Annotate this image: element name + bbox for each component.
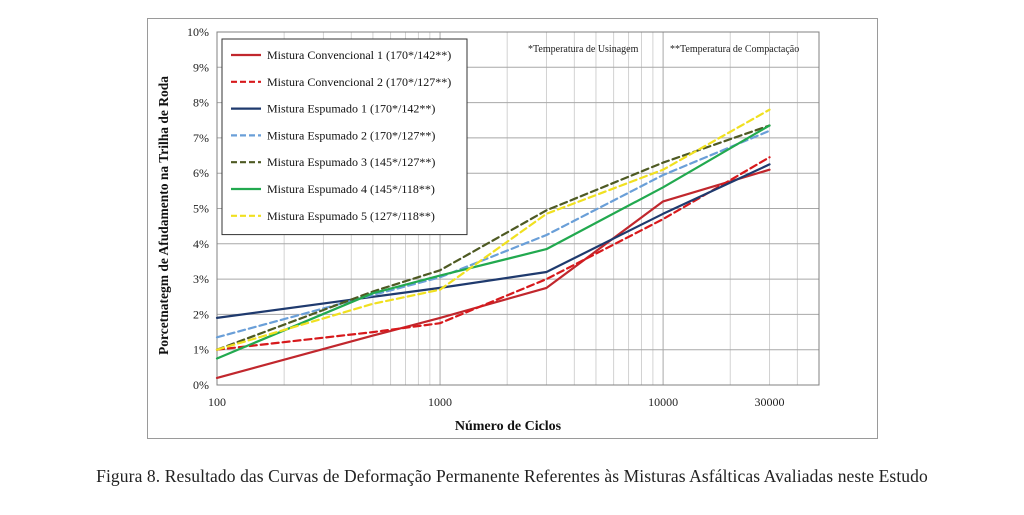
series-line-6 bbox=[215, 124, 771, 360]
x-axis-label: Número de Ciclos bbox=[455, 419, 562, 434]
x-tick-label: 30000 bbox=[755, 395, 785, 409]
x-tick-label: 10000 bbox=[648, 395, 678, 409]
y-tick-label: 2% bbox=[193, 307, 209, 321]
legend-label-5: Mistura Espumado 3 (145*/127**) bbox=[267, 155, 435, 169]
annotation-compactacao: **Temperatura de Compactação bbox=[670, 44, 799, 55]
legend-label-4: Mistura Espumado 2 (170*/127**) bbox=[267, 128, 435, 142]
y-tick-label: 8% bbox=[193, 96, 209, 110]
y-tick-label: 6% bbox=[193, 166, 209, 180]
x-tick-label: 1000 bbox=[428, 395, 452, 409]
y-tick-label: 9% bbox=[193, 60, 209, 74]
chart-frame: 0% 1% 2% 3% 4% 5% 6% 7% 8% 9% 10% 100 1000 10000 30000… bbox=[147, 18, 878, 439]
plot-area-border bbox=[216, 31, 820, 386]
legend-label-7: Mistura Espumado 5 (127*/118**) bbox=[267, 209, 435, 223]
series-line-7 bbox=[215, 108, 771, 351]
series-line-5 bbox=[215, 124, 771, 351]
legend-label-6: Mistura Espumado 4 (145*/118**) bbox=[267, 182, 435, 196]
annotation-usinagem: *Temperatura de Usinagem bbox=[528, 44, 639, 55]
y-tick-label: 7% bbox=[193, 131, 209, 145]
x-tick-label: 100 bbox=[208, 395, 226, 409]
y-tick-label: 10% bbox=[187, 25, 209, 39]
legend-label-1: Mistura Convencional 1 (170*/142**) bbox=[267, 48, 451, 62]
y-tick-label: 0% bbox=[193, 378, 209, 392]
legend-box bbox=[221, 38, 468, 236]
chart-svg: 0% 1% 2% 3% 4% 5% 6% 7% 8% 9% 10% 100 1000 10000 30000… bbox=[156, 25, 820, 434]
y-tick-label: 1% bbox=[193, 343, 209, 357]
legend-label-3: Mistura Espumado 1 (170*/142**) bbox=[267, 102, 435, 116]
legend-label-2: Mistura Convencional 2 (170*/127**) bbox=[267, 75, 451, 89]
figure-caption: Figura 8. Resultado das Curvas de Deform… bbox=[96, 466, 928, 486]
y-tick-label: 4% bbox=[193, 237, 209, 251]
y-tick-label: 3% bbox=[193, 272, 209, 286]
series-line-1 bbox=[215, 168, 771, 379]
series-line-2 bbox=[215, 156, 771, 351]
y-tick-label: 5% bbox=[193, 202, 209, 216]
y-axis-label: Porcetnategm de Afudamento na Trilha de … bbox=[156, 76, 171, 355]
